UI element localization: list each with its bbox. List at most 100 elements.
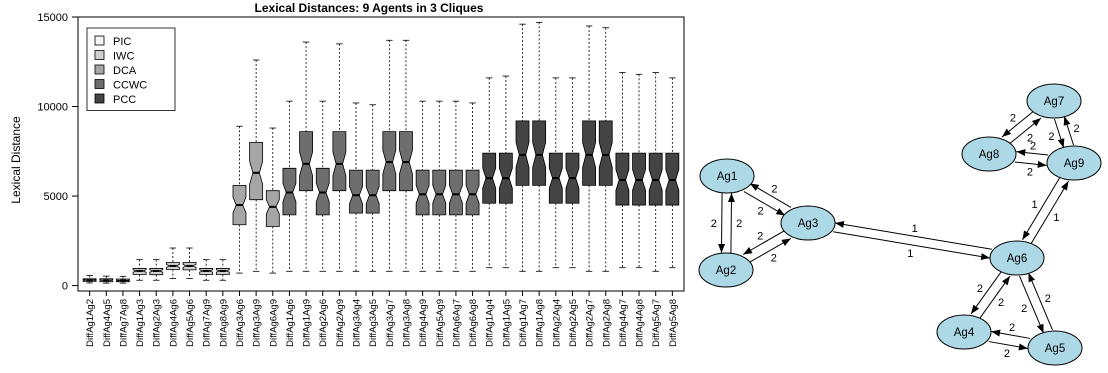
legend-label: PIC: [113, 36, 131, 48]
edge-Ag8-Ag9: 2: [1014, 160, 1047, 179]
x-tick-label: DiffAg6Ag8: [468, 299, 479, 347]
box-DiffAg6Ag9: [265, 127, 280, 274]
node-ellipse: [1046, 145, 1102, 181]
edge-arrow: [743, 191, 786, 217]
x-tick-label: DiffAg5Ag7: [651, 299, 662, 347]
edge-weight-label: 2: [1048, 131, 1054, 143]
node-label: Ag6: [1007, 253, 1027, 265]
edge-arrow: [727, 193, 735, 254]
legend-swatch: [94, 35, 105, 46]
notched-box: [598, 120, 613, 186]
edge-weight-label: 1: [1031, 199, 1037, 211]
legend-swatch: [94, 50, 105, 60]
y-tick-label: 15000: [37, 12, 68, 24]
edge-Ag8-Ag7: 2: [1008, 117, 1042, 145]
legend-item: PIC: [94, 35, 131, 48]
legend-label: DCA: [113, 65, 137, 77]
x-tick-label: DiffAg4Ag5: [102, 299, 113, 347]
box-DiffAg3Ag8: [399, 39, 413, 272]
notched-box: [415, 169, 430, 216]
y-tick-label: 0: [62, 281, 68, 293]
y-tick-label: 10000: [37, 102, 68, 114]
x-tick-label: DiffAg2Ag4: [551, 299, 562, 347]
edge-arrow: [1001, 110, 1035, 138]
node-ellipse: [1027, 330, 1083, 366]
box-DiffAg1Ag4: [482, 77, 497, 269]
legend-label: PCC: [113, 94, 136, 106]
legend-item: DCA: [94, 64, 137, 77]
legend-swatch: [94, 93, 105, 104]
edge-Ag9-Ag7: 2: [1063, 116, 1080, 146]
x-tick-label: DiffAg8Ag9: [218, 299, 229, 347]
node-label: Ag3: [798, 218, 818, 230]
box-DiffAg7Ag8: [116, 275, 130, 284]
edge-arrow: [718, 192, 726, 253]
box-DiffAg1Ag8: [532, 21, 547, 272]
box-DiffAg3Ag6: [232, 125, 247, 274]
box-DiffAg8Ag9: [215, 259, 230, 281]
box-DiffAg5Ag9: [432, 100, 447, 272]
notched-box: [332, 131, 347, 192]
edge-weight-label: 2: [998, 297, 1004, 309]
edge-Ag1-Ag2: 2: [711, 192, 726, 253]
x-tick-label: DiffAg2Ag3: [152, 299, 163, 347]
node-label: Ag5: [1045, 343, 1065, 355]
node-ellipse: [961, 136, 1017, 172]
edge-arrow: [1054, 118, 1065, 148]
notched-box: [299, 131, 313, 192]
box-DiffAg1Ag9: [299, 41, 313, 272]
x-tick-label: DiffAg3Ag4: [352, 299, 363, 347]
edge-Ag2-Ag3: 2: [748, 238, 792, 265]
edge-weight-label: 2: [711, 218, 717, 230]
node-label: Ag8: [979, 149, 999, 161]
edge-Ag3-Ag1: 2: [749, 182, 792, 208]
x-tick-label: DiffAg6Ag9: [268, 299, 279, 347]
edge-arrow: [988, 341, 1028, 351]
edge-weight-label: 1: [1053, 212, 1059, 224]
box-DiffAg2Ag7: [582, 25, 596, 272]
box-DiffAg6Ag7: [449, 100, 463, 272]
edge-weight-label: 2: [771, 253, 777, 265]
edge-weight-label: 2: [1045, 293, 1051, 305]
edge-weight-label: 2: [1004, 348, 1010, 360]
edge-arrow: [1014, 160, 1047, 168]
x-tick-label: DiffAg1Ag8: [535, 299, 546, 347]
node-label: Ag2: [716, 265, 736, 277]
edge-arrow: [1016, 149, 1049, 157]
x-tick-label: DiffAg7Ag8: [118, 299, 129, 347]
node-Ag3: Ag3: [780, 205, 836, 241]
node-ellipse: [698, 252, 754, 288]
edge-weight-label: 1: [912, 223, 918, 235]
box-DiffAg5Ag8: [665, 77, 680, 269]
box-DiffAg5Ag6: [182, 247, 197, 279]
legend-item: CCWC: [94, 79, 147, 92]
edge-arrow: [1019, 275, 1045, 334]
node-Ag5: Ag5: [1027, 330, 1083, 366]
box-DiffAg1Ag6: [282, 100, 297, 272]
box-DiffAg4Ag5: [99, 275, 114, 284]
box-DiffAg3Ag7: [382, 39, 397, 272]
notched-box: [249, 141, 264, 201]
legend-swatch: [94, 79, 105, 89]
x-tick-label: DiffAg2Ag5: [568, 299, 579, 347]
edge-weight-label: 2: [1010, 113, 1016, 125]
node-Ag6: Ag6: [989, 240, 1045, 276]
box-DiffAg3Ag9: [249, 59, 264, 272]
node-ellipse: [780, 205, 836, 241]
node-Ag8: Ag8: [961, 136, 1017, 172]
notched-box: [449, 169, 463, 216]
box-DiffAg1Ag7: [515, 23, 530, 272]
edge-arrow: [742, 229, 786, 255]
x-tick-label: DiffAg2Ag9: [335, 299, 346, 347]
edge-Ag7-Ag9: 2: [1048, 118, 1065, 148]
node-Ag4: Ag4: [936, 314, 992, 350]
x-tick-label: DiffAg5Ag9: [435, 299, 446, 347]
edge-Ag4-Ag5: 2: [988, 341, 1028, 360]
box-DiffAg3Ag4: [349, 102, 363, 272]
x-tick-label: DiffAg1Ag4: [485, 299, 496, 347]
edge-arrow: [991, 329, 1031, 339]
edge-Ag9-Ag8: 2: [1016, 140, 1049, 157]
edge-Ag3-Ag2: 2: [742, 229, 786, 255]
x-tick-label: DiffAg5Ag6: [185, 299, 196, 347]
